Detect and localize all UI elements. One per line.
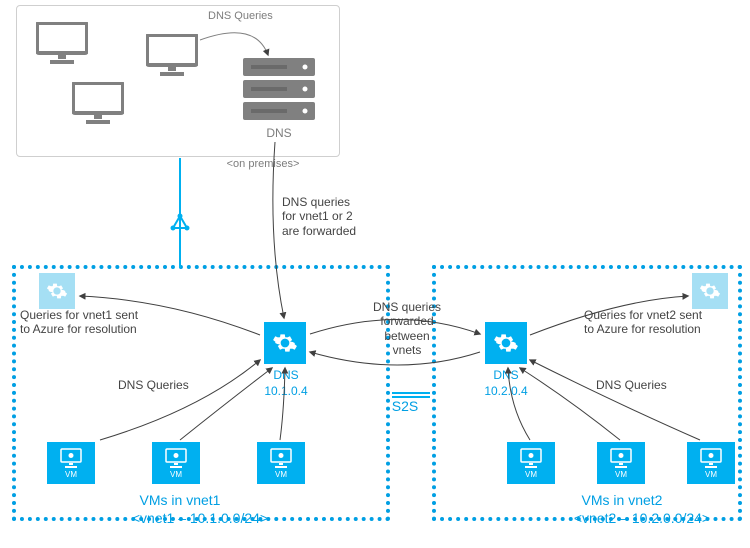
dns2-label: DNS: [470, 368, 542, 382]
monitor-icon: [72, 82, 124, 129]
onprem-label: <on premises>: [218, 158, 308, 171]
vm-icon: VM: [507, 442, 555, 484]
onprem-dns-label: DNS: [248, 126, 310, 140]
vnet2-dnsq-label: DNS Queries: [596, 378, 667, 392]
onprem-dns-queries-label: DNS Queries: [208, 10, 273, 23]
vm-icon: VM: [47, 442, 95, 484]
vnet1-vms-label: VMs in vnet1: [120, 492, 240, 509]
vm-icon: VM: [152, 442, 200, 484]
dns1-ip: 10.1.0.4: [250, 384, 322, 398]
vnet1-net-label: <vnet1 – 10.1.0.0/24>: [120, 510, 280, 527]
dns-between-label: DNS queries forwarded between vnets: [362, 300, 452, 358]
vm-icon: VM: [257, 442, 305, 484]
vnet2-net-label: <vnet2 – 10.2.0.0/24>: [562, 510, 722, 527]
vm-icon: VM: [687, 442, 735, 484]
server-icon: [243, 58, 315, 127]
vnet2-vms-label: VMs in vnet2: [562, 492, 682, 509]
azure-icon: [39, 273, 75, 309]
vm-icon: VM: [597, 442, 645, 484]
dns1-label: DNS: [250, 368, 322, 382]
s2s-label: S2S: [380, 398, 430, 415]
monitor-icon: [36, 22, 88, 69]
vnet2-azure-query-label: Queries for vnet2 sent to Azure for reso…: [584, 308, 702, 337]
vnet1-azure-query-label: Queries for vnet1 sent to Azure for reso…: [20, 308, 138, 337]
onprem-forward-label: DNS queries for vnet1 or 2 are forwarded: [282, 195, 356, 238]
dns-icon: [264, 322, 306, 364]
monitor-icon: [146, 34, 198, 81]
azure-icon: [692, 273, 728, 309]
vnet1-dnsq-label: DNS Queries: [118, 378, 189, 392]
dns2-ip: 10.2.0.4: [470, 384, 542, 398]
dns-icon: [485, 322, 527, 364]
